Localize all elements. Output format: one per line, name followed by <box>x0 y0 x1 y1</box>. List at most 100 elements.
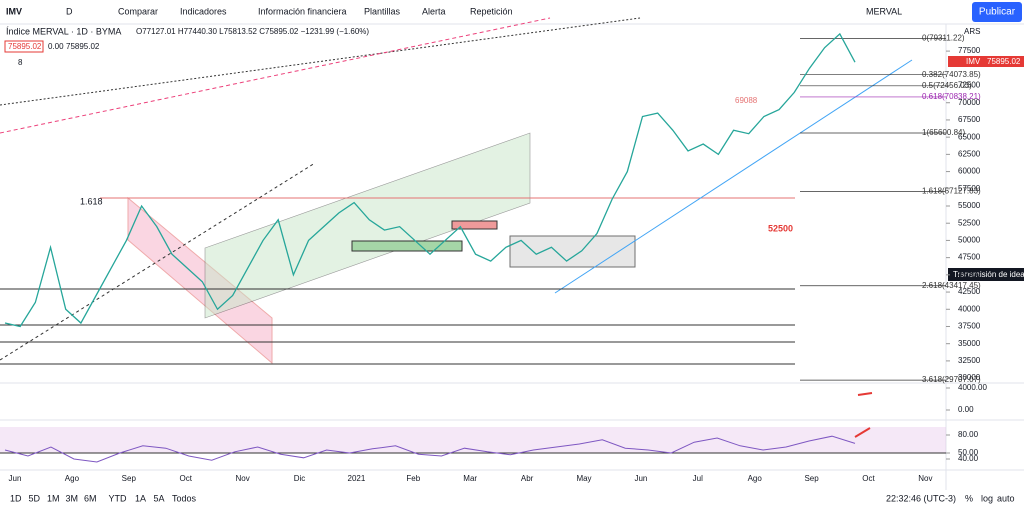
legend-count: 8 <box>18 58 23 67</box>
tooltip: Transmisión de ideas <box>953 270 1024 279</box>
x-tick-label: Dic <box>294 474 306 483</box>
fib-label: 0.5(72456.03) <box>922 81 972 90</box>
y-tick-label: 0.00 <box>958 405 974 414</box>
toolbar-item[interactable]: Información financiera <box>258 6 347 16</box>
rsi-line <box>4 435 856 463</box>
fib-label: 0(79311.22) <box>922 34 965 43</box>
x-tick-label: Oct <box>862 474 875 483</box>
y-tick-label: 42500 <box>958 287 981 296</box>
y-tick-label: 30000 <box>958 373 981 382</box>
y-tick-label: 32500 <box>958 356 981 365</box>
y-tick-label: 80.00 <box>958 430 979 439</box>
range-button[interactable]: 1A <box>135 493 146 503</box>
x-tick-label: Feb <box>406 474 420 483</box>
x-tick-label: Oct <box>179 474 192 483</box>
y-tick-label: 55000 <box>958 201 981 210</box>
box <box>4 40 44 53</box>
range-button[interactable]: 5A <box>154 493 165 503</box>
y-tick-label: 60000 <box>958 167 981 176</box>
toolbar-item[interactable]: Alerta <box>422 6 446 16</box>
fib-label: 2.618(43417.45) <box>922 281 981 290</box>
legend-box: 0.00 <box>48 42 64 51</box>
y-tick-label: 47500 <box>958 253 981 262</box>
legend-ohlc: O77127.01 H77440.30 L75813.52 C75895.02 … <box>136 27 369 36</box>
x-tick-label: Nov <box>235 474 249 483</box>
publish-button[interactable] <box>972 2 1022 22</box>
axis-option[interactable]: % <box>965 493 973 503</box>
arrow <box>854 427 871 438</box>
y-tick-label: 77500 <box>958 46 981 55</box>
axis-option[interactable]: log <box>981 493 993 503</box>
fib-label: 1(65600.84) <box>922 128 965 137</box>
y-tick-label: 70000 <box>958 98 981 107</box>
toolbar <box>0 0 1024 24</box>
up-channel <box>204 132 531 319</box>
currency: ARS <box>964 27 980 36</box>
price-tag-symbol: IMV <box>966 57 981 66</box>
fib-label: 0.618(70838.21) <box>922 92 981 101</box>
x-tick-label: Abr <box>521 474 534 483</box>
range-button[interactable]: 6M <box>84 493 97 503</box>
axis-option[interactable]: auto <box>997 493 1015 503</box>
range-button[interactable]: 5D <box>29 493 41 503</box>
y-tick-label: 52500 <box>958 218 981 227</box>
zone <box>451 220 498 230</box>
x-tick-label: 2021 <box>348 474 366 483</box>
symbol[interactable]: IMV <box>6 6 22 16</box>
rsi-band <box>0 427 946 453</box>
range-button[interactable]: 1M <box>47 493 60 503</box>
fib-label: 1.618(57127.83) <box>922 186 981 195</box>
x-tick-label: Sep <box>804 474 819 483</box>
trend-line <box>554 59 913 294</box>
publish[interactable]: Publicar <box>979 7 1016 18</box>
clock: 22:32:46 (UTC-3) <box>886 493 956 503</box>
x-tick-label: Nov <box>918 474 932 483</box>
y-tick-label: 4000.00 <box>958 383 987 392</box>
y-tick-label: 37500 <box>958 322 981 331</box>
annotation: 69088 <box>735 96 758 105</box>
price-tag-bg <box>948 56 1024 67</box>
range-button[interactable]: 1D <box>10 493 22 503</box>
range-box <box>509 235 636 268</box>
legend-box: 75895.02 <box>8 42 42 51</box>
x-tick-label: Mar <box>463 474 477 483</box>
legend-box: 75895.02 <box>66 42 100 51</box>
y-tick-label: 45000 <box>958 270 981 279</box>
x-tick-label: Jun <box>634 474 647 483</box>
x-tick-label: May <box>576 474 591 483</box>
y-tick-label: 65000 <box>958 132 981 141</box>
arrow <box>857 392 873 396</box>
x-tick-label: Ago <box>748 474 763 483</box>
toolbar-item[interactable]: Repetición <box>470 6 513 16</box>
y-tick-label: 40.00 <box>958 454 979 463</box>
interval[interactable]: D <box>66 6 73 16</box>
toolbar-item[interactable]: Plantillas <box>364 6 401 16</box>
y-tick-label: 72500 <box>958 81 981 90</box>
toolbar-item[interactable]: Comparar <box>118 6 158 16</box>
y-tick-label: 57500 <box>958 184 981 193</box>
x-tick-label: Ago <box>65 474 80 483</box>
x-tick-label: Jul <box>693 474 703 483</box>
annotation: 52500 <box>768 223 793 233</box>
tooltip-bg <box>948 268 1024 281</box>
x-tick-label: Sep <box>122 474 137 483</box>
range-button[interactable]: YTD <box>109 493 128 503</box>
watch[interactable]: MERVAL <box>866 6 902 16</box>
zone <box>351 240 463 252</box>
fib-label: 3.618(29707.07) <box>922 375 981 384</box>
price-tag: 75895.02 <box>987 57 1021 66</box>
range-button[interactable]: 3M <box>66 493 79 503</box>
trend-line <box>0 162 316 361</box>
fib-label: 0.382(74073.85) <box>922 70 981 79</box>
y-tick-label: 40000 <box>958 304 981 313</box>
y-tick-label: 62500 <box>958 149 981 158</box>
legend-title: Índice MERVAL · 1D · BYMA <box>6 26 121 36</box>
y-tick-label: 35000 <box>958 339 981 348</box>
toolbar-item[interactable]: Indicadores <box>180 6 227 16</box>
y-tick-label: 50000 <box>958 236 981 245</box>
annotation: 1.618 <box>80 196 103 206</box>
y-tick-label: 50.00 <box>958 448 979 457</box>
range-button[interactable]: Todos <box>172 493 197 503</box>
y-tick-label: 67500 <box>958 115 981 124</box>
